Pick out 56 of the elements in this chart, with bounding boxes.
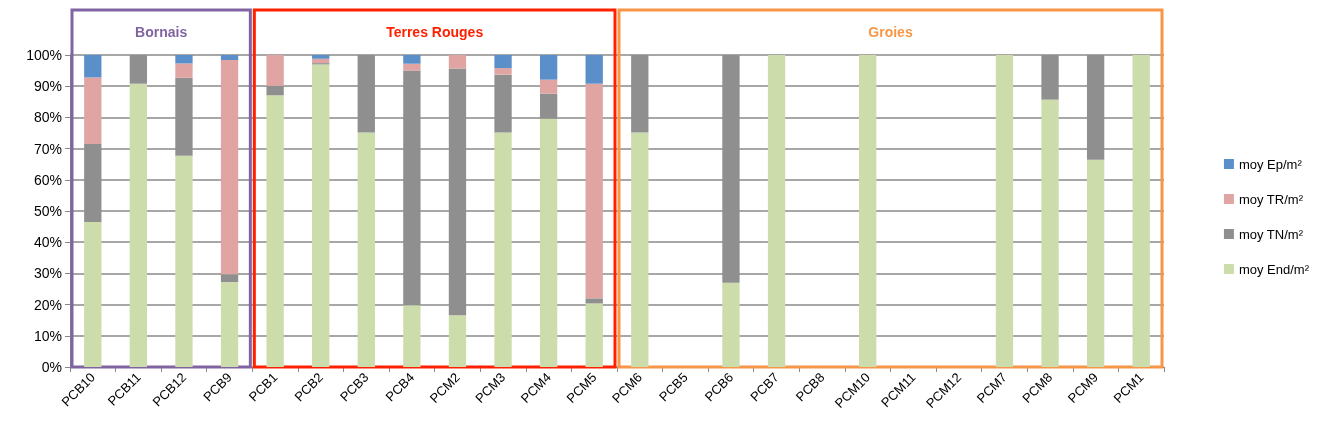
y-tick-label: 100% [26, 47, 62, 63]
bar [84, 221, 102, 367]
y-tick-label: 0% [41, 359, 62, 375]
bar [220, 59, 239, 275]
bar [539, 55, 558, 80]
bar [585, 83, 603, 299]
bar [403, 55, 421, 64]
y-tick-label: 30% [33, 265, 62, 282]
bar [1086, 159, 1105, 367]
y-tick-label: 60% [33, 171, 62, 188]
bar [767, 55, 786, 367]
bar [357, 132, 375, 367]
bar [84, 55, 102, 78]
band-label: Terres Rouges [386, 23, 484, 40]
bar [448, 55, 467, 69]
bar [1132, 55, 1150, 367]
bar [84, 77, 102, 144]
bar [494, 132, 512, 367]
bar [494, 55, 512, 69]
legend-label: moy TR/m² [1238, 191, 1304, 207]
y-tick-label: 20% [33, 296, 62, 313]
bar [129, 83, 148, 367]
legend-label: moy End/m² [1238, 261, 1310, 277]
bar [403, 63, 421, 71]
bar [1041, 99, 1059, 367]
bar [585, 303, 603, 367]
bar [859, 55, 877, 367]
bar [175, 55, 193, 64]
bar [266, 95, 284, 367]
bar [585, 55, 603, 84]
bar [448, 315, 467, 367]
y-tick-label: 50% [33, 203, 62, 219]
bar [539, 79, 558, 94]
bar [585, 298, 603, 304]
bar [722, 282, 740, 367]
bar [312, 55, 330, 59]
bar [175, 63, 193, 78]
band-label: Bornais [135, 23, 188, 40]
bar [631, 132, 649, 367]
y-tick-label: 40% [33, 234, 62, 251]
bar [220, 55, 239, 60]
bar [312, 64, 330, 367]
bar [494, 68, 512, 75]
bar [220, 282, 239, 367]
bar [995, 55, 1014, 367]
bar [266, 55, 284, 86]
y-tick-label: 10% [33, 327, 62, 344]
y-tick-label: 80% [33, 109, 62, 126]
legend-label: moy TN/m² [1238, 226, 1304, 242]
band-label: Groies [868, 23, 913, 40]
bar [403, 305, 421, 367]
y-tick-label: 90% [33, 78, 62, 95]
bar [175, 155, 193, 367]
y-tick-label: 70% [33, 140, 62, 157]
legend-label: moy Ep/m² [1238, 156, 1303, 172]
bar [539, 118, 558, 367]
